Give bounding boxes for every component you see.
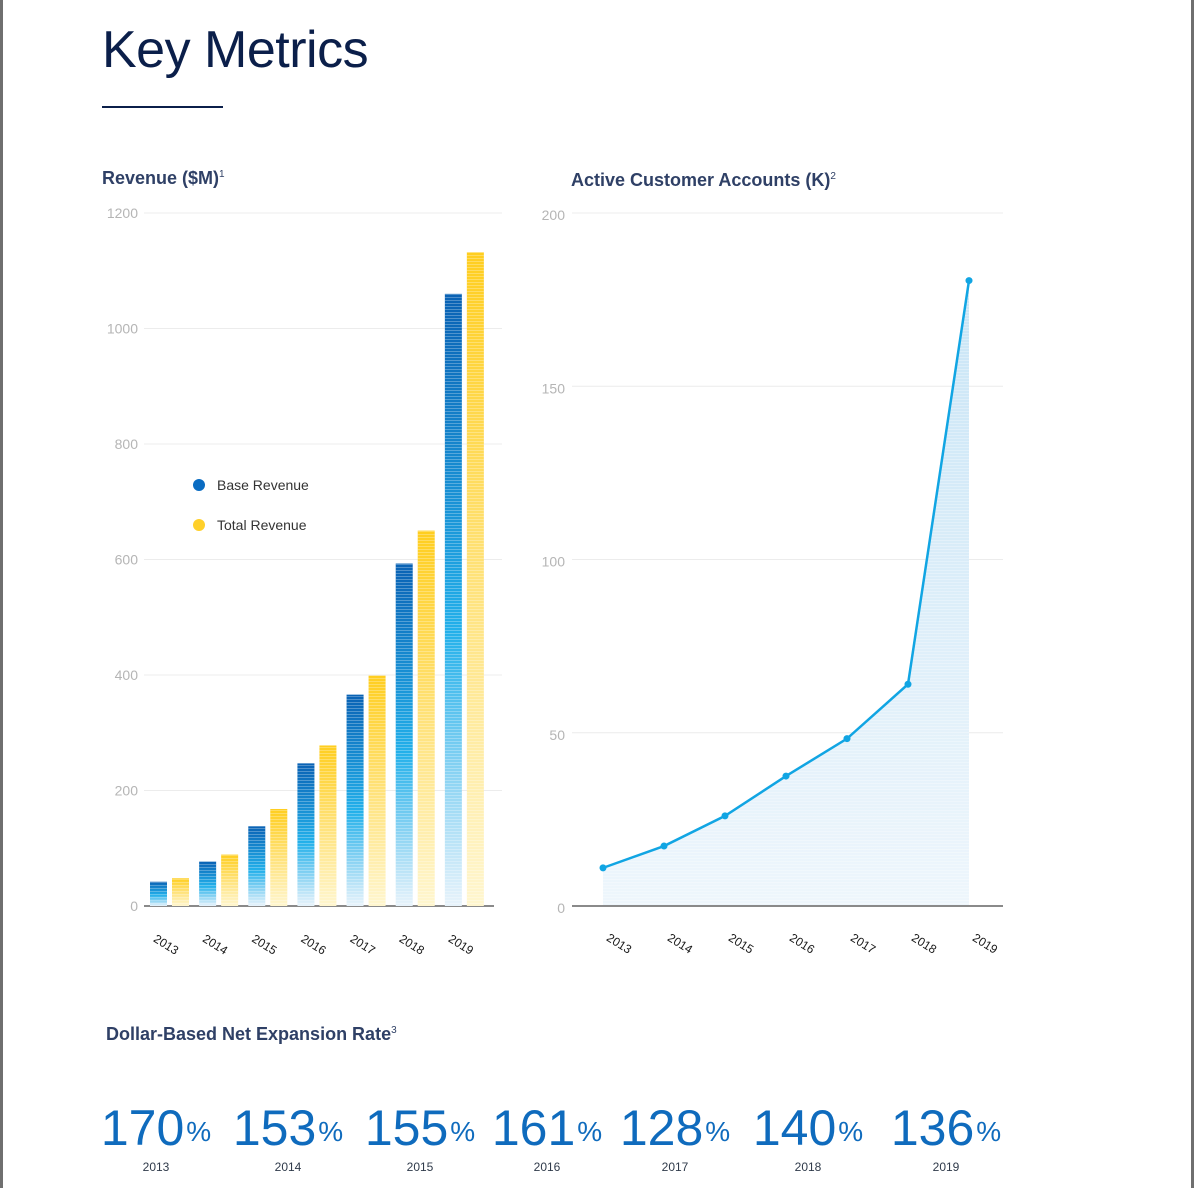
ndr-metric-2018: 140% 2018	[738, 1098, 878, 1174]
revenue-y-tick-label: 400	[115, 667, 139, 683]
revenue-y-tick-label: 0	[130, 898, 138, 914]
bar-texture	[270, 808, 288, 906]
ndr-percent-sign: %	[318, 1116, 344, 1147]
accounts-point-2013	[599, 864, 607, 872]
accounts-y-tick-label: 0	[557, 900, 565, 916]
ndr-number: 155	[364, 1100, 449, 1156]
ndr-value: 140%	[738, 1098, 878, 1158]
ndr-percent-sign: %	[705, 1116, 731, 1147]
accounts-point-2015	[721, 812, 729, 820]
bar-texture	[395, 563, 413, 906]
revenue-x-tick-label: 2017	[348, 932, 378, 958]
ndr-percent-sign: %	[577, 1116, 603, 1147]
bar-texture	[466, 252, 484, 906]
legend-label-base: Base Revenue	[217, 477, 309, 493]
ndr-value: 170%	[86, 1098, 226, 1158]
ndr-value: 128%	[605, 1098, 745, 1158]
revenue-x-tick-label: 2014	[200, 932, 230, 958]
ndr-year: 2016	[533, 1160, 561, 1174]
ndr-metric-2016: 161% 2016	[477, 1098, 617, 1174]
ndr-year: 2017	[661, 1160, 689, 1174]
page-title: Key Metrics	[102, 21, 369, 79]
revenue-y-tick-label: 1200	[107, 205, 138, 221]
accounts-x-tick-label: 2014	[665, 931, 695, 957]
ndr-number: 128	[619, 1100, 704, 1156]
legend-marker-total	[193, 519, 205, 531]
ndr-metric-2013: 170% 2013	[86, 1098, 226, 1174]
ndr-year: 2013	[142, 1160, 170, 1174]
revenue-x-tick-label: 2013	[151, 932, 181, 958]
bar-texture	[297, 763, 315, 906]
ndr-percent-sign: %	[838, 1116, 864, 1147]
accounts-chart-title: Active Customer Accounts (K)2	[571, 170, 836, 190]
ndr-year: 2018	[794, 1160, 822, 1174]
ndr-percent-sign: %	[450, 1116, 476, 1147]
bar-texture	[248, 826, 266, 906]
revenue-y-tick-label: 1000	[107, 321, 138, 337]
accounts-y-tick-label: 200	[542, 207, 566, 223]
ndr-number: 170	[100, 1100, 185, 1156]
ndr-metric-2015: 155% 2015	[350, 1098, 490, 1174]
ndr-value: 136%	[876, 1098, 1016, 1158]
accounts-point-2019	[965, 277, 973, 285]
bar-texture	[150, 881, 167, 906]
revenue-y-tick-label: 800	[115, 436, 139, 452]
revenue-x-tick-label: 2015	[249, 932, 279, 958]
ndr-value: 161%	[477, 1098, 617, 1158]
accounts-x-tick-label: 2018	[909, 931, 939, 957]
page-frame-right	[1191, 0, 1194, 1188]
ndr-metric-2014: 153% 2014	[218, 1098, 358, 1174]
accounts-x-tick-label: 2016	[787, 931, 817, 957]
bar-texture	[368, 675, 386, 906]
ndr-year: 2015	[406, 1160, 434, 1174]
revenue-x-tick-label: 2019	[446, 932, 476, 958]
revenue-x-tick-label: 2016	[299, 932, 329, 958]
legend-label-total: Total Revenue	[217, 517, 307, 533]
revenue-x-tick-label: 2018	[397, 932, 427, 958]
accounts-area-texture	[603, 280, 969, 906]
ndr-metric-2017: 128% 2017	[605, 1098, 745, 1174]
ndr-number: 153	[232, 1100, 317, 1156]
bar-texture	[319, 745, 337, 906]
bar-texture	[346, 694, 364, 906]
accounts-x-tick-label: 2017	[848, 931, 878, 957]
accounts-y-tick-label: 50	[549, 727, 565, 743]
title-underline	[102, 106, 223, 108]
bar-texture	[199, 861, 217, 906]
accounts-point-2016	[782, 772, 790, 780]
ndr-number: 140	[752, 1100, 837, 1156]
revenue-y-tick-label: 600	[115, 552, 139, 568]
ndr-title: Dollar-Based Net Expansion Rate3	[106, 1024, 397, 1044]
ndr-number: 161	[491, 1100, 576, 1156]
ndr-year: 2019	[932, 1160, 960, 1174]
revenue-chart-title: Revenue ($M)1	[102, 168, 225, 188]
page-frame-left	[0, 0, 3, 1188]
legend-marker-base	[193, 479, 205, 491]
accounts-point-2014	[660, 842, 668, 850]
accounts-x-tick-label: 2019	[970, 931, 1000, 957]
accounts-x-tick-label: 2015	[726, 931, 756, 957]
ndr-number: 136	[890, 1100, 975, 1156]
revenue-y-tick-label: 200	[115, 783, 139, 799]
ndr-percent-sign: %	[186, 1116, 212, 1147]
bar-texture	[221, 854, 239, 906]
ndr-value: 153%	[218, 1098, 358, 1158]
ndr-metric-2019: 136% 2019	[876, 1098, 1016, 1174]
bar-texture	[417, 530, 435, 906]
accounts-x-tick-label: 2013	[604, 931, 634, 957]
bar-texture	[444, 293, 462, 907]
accounts-y-tick-label: 150	[542, 380, 566, 396]
bar-texture	[172, 878, 189, 906]
revenue-bar-chart: 0 200 400 600 800 1000 1200 2013 2014 2015 2016 201…	[107, 205, 502, 958]
accounts-y-tick-label: 100	[542, 554, 566, 570]
ndr-year: 2014	[274, 1160, 302, 1174]
ndr-percent-sign: %	[976, 1116, 1002, 1147]
accounts-point-2018	[904, 680, 912, 688]
ndr-value: 155%	[350, 1098, 490, 1158]
accounts-area-chart: 0 50 100 150 200 2013 2014 2015 2016 2017 2018 2019	[542, 207, 1003, 957]
accounts-point-2017	[843, 735, 851, 743]
